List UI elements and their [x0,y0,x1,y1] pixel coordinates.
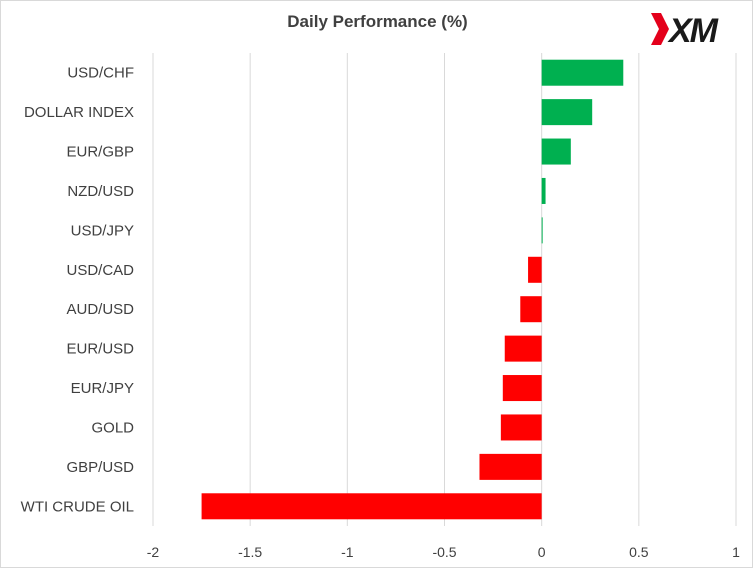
x-tick-label: -0.5 [432,544,456,560]
category-label: AUD/USD [66,301,134,318]
category-label: DOLLAR INDEX [24,104,134,121]
category-label: USD/CHF [67,65,134,82]
x-tick-label: -1.5 [238,544,262,560]
x-tick-label: -2 [147,544,160,560]
category-label: USD/JPY [71,222,134,239]
bar-eur-jpy [502,375,542,402]
bar-usd-chf [541,59,624,86]
category-label: USD/CAD [66,262,134,279]
gridlines [152,53,737,526]
x-tick-label: 0 [538,544,546,560]
x-tick-labels: -2 -1.5 -1 -0.5 0 0.5 1 [147,544,740,560]
bar-usd-jpy [541,217,543,244]
bar-usd-cad [528,256,542,283]
bar-aud-usd [520,296,542,323]
bar-eur-usd [504,335,542,362]
chart-title: Daily Performance (%) [287,12,468,31]
category-label: EUR/GBP [66,144,134,161]
x-tick-label: 1 [732,544,740,560]
category-label: GOLD [91,419,134,436]
logo-text: XM [667,12,719,49]
bar-dollar-index [541,99,593,126]
bar-eur-gbp [541,138,571,165]
bar-nzd-usd [541,177,546,204]
category-labels: USD/CHF DOLLAR INDEX EUR/GBP NZD/USD USD/JPY… [21,65,135,516]
category-label: WTI CRUDE OIL [21,498,134,515]
x-tick-label: 0.5 [629,544,649,560]
bars [201,59,624,520]
bar-gold [500,414,542,441]
logo-mark [651,13,669,45]
bar-gbp-usd [479,453,542,480]
category-label: EUR/JPY [71,380,134,397]
category-label: EUR/USD [66,341,134,358]
xm-logo: XM [651,12,721,49]
category-label: NZD/USD [67,183,134,200]
bar-wti-crude-oil [201,493,542,520]
x-tick-label: -1 [341,544,354,560]
category-label: GBP/USD [66,459,134,476]
